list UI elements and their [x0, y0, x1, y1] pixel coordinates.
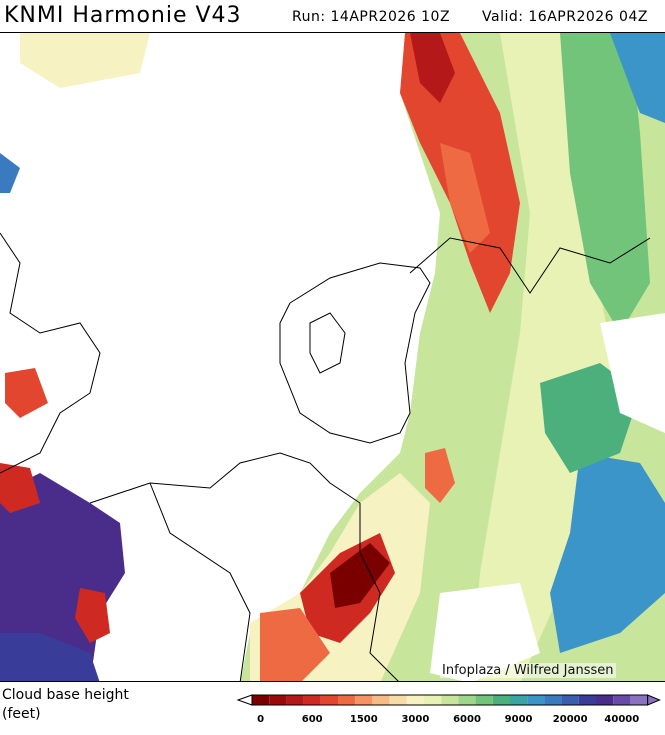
- legend-color-swatch: [338, 695, 356, 705]
- low-cloud-orange-sw: [260, 608, 330, 681]
- legend-color-swatch: [613, 695, 631, 705]
- legend-color-swatch: [492, 695, 510, 705]
- legend-color-swatch: [286, 695, 304, 705]
- cloud-field-green: [560, 33, 650, 333]
- legend-color-swatch: [389, 695, 407, 705]
- legend-color-bar: [236, 694, 661, 706]
- coastline-netherlands: [279, 262, 431, 444]
- legend-tick-label: 600: [301, 714, 323, 725]
- cloud-base-map: [0, 33, 665, 681]
- low-cloud-patch: [425, 448, 455, 503]
- legend-arrow-high: [647, 694, 661, 706]
- legend-color-swatch: [372, 695, 390, 705]
- legend-outline: [251, 694, 649, 706]
- color-legend: 0 600 1500 3000 6000 9000 20000 40000: [236, 692, 665, 725]
- cloud-field-blue-ne: [610, 33, 665, 123]
- ijsselmeer: [309, 312, 346, 374]
- legend-color-swatch: [544, 695, 562, 705]
- coastlines: [0, 232, 651, 681]
- legend-color-swatch: [320, 695, 338, 705]
- clear-patch-e: [600, 313, 665, 433]
- legend-color-swatch: [406, 695, 424, 705]
- run-time: Run: 14APR2026 10Z: [292, 9, 451, 25]
- low-cloud-orange: [440, 143, 490, 253]
- low-cloud-france: [75, 588, 110, 643]
- coastline-uk: [0, 232, 101, 474]
- cloud-field-northwest: [20, 33, 150, 88]
- high-cloud-france-blue: [0, 633, 100, 681]
- footer: Cloud base height (feet) 0 600 1500 3000 600…: [0, 682, 665, 735]
- credit-text: Infoplaza / Wilfred Janssen: [440, 663, 616, 678]
- legend-arrow-low: [236, 694, 253, 706]
- legend-color-swatch: [596, 695, 614, 705]
- legend-color-swatch: [510, 695, 528, 705]
- legend-title: Cloud base height (feet): [2, 686, 129, 724]
- legend-color-swatch: [441, 695, 459, 705]
- border-germany: [409, 237, 651, 294]
- legend-color-swatch: [561, 695, 579, 705]
- legend-title-line1: Cloud base height: [2, 687, 129, 703]
- low-cloud-uk: [5, 368, 48, 418]
- cloud-field-blue-e: [550, 453, 665, 653]
- low-cloud-france-west: [0, 463, 40, 513]
- legend-color-swatch: [269, 695, 287, 705]
- legend-tick-label: 6000: [453, 714, 481, 725]
- legend-tick-label: 3000: [401, 714, 430, 725]
- legend-color-swatch: [303, 695, 321, 705]
- legend-color-swatch: [252, 695, 270, 705]
- legend-color-swatch: [458, 695, 476, 705]
- legend-tick-label: 0: [257, 714, 265, 725]
- border-south: [359, 503, 399, 681]
- low-cloud-core-north: [410, 33, 455, 103]
- legend-tick-label: 9000: [504, 714, 533, 725]
- legend-color-swatch: [475, 695, 493, 705]
- legend-color-swatch: [578, 695, 596, 705]
- map-canvas: [0, 32, 665, 682]
- border-southwest: [149, 482, 251, 681]
- low-cloud-core-south: [330, 543, 390, 608]
- legend-tick-label: 20000: [552, 714, 588, 725]
- valid-time: Valid: 16APR2026 04Z: [482, 9, 648, 25]
- legend-color-swatch: [630, 695, 648, 705]
- legend-tick-label: 1500: [349, 714, 378, 725]
- legend-color-swatch: [424, 695, 442, 705]
- legend-color-swatch: [355, 695, 373, 705]
- header: KNMI Harmonie V43 Run: 14APR2026 10Z Val…: [0, 0, 665, 32]
- legend-tick-label: 40000: [604, 714, 640, 725]
- cloud-field-west: [0, 153, 20, 193]
- map-title: KNMI Harmonie V43: [4, 3, 242, 28]
- clear-patch-se: [430, 583, 540, 681]
- legend-color-swatch: [527, 695, 545, 705]
- coastline-belgium-france: [89, 452, 361, 504]
- legend-title-line2: (feet): [2, 706, 41, 722]
